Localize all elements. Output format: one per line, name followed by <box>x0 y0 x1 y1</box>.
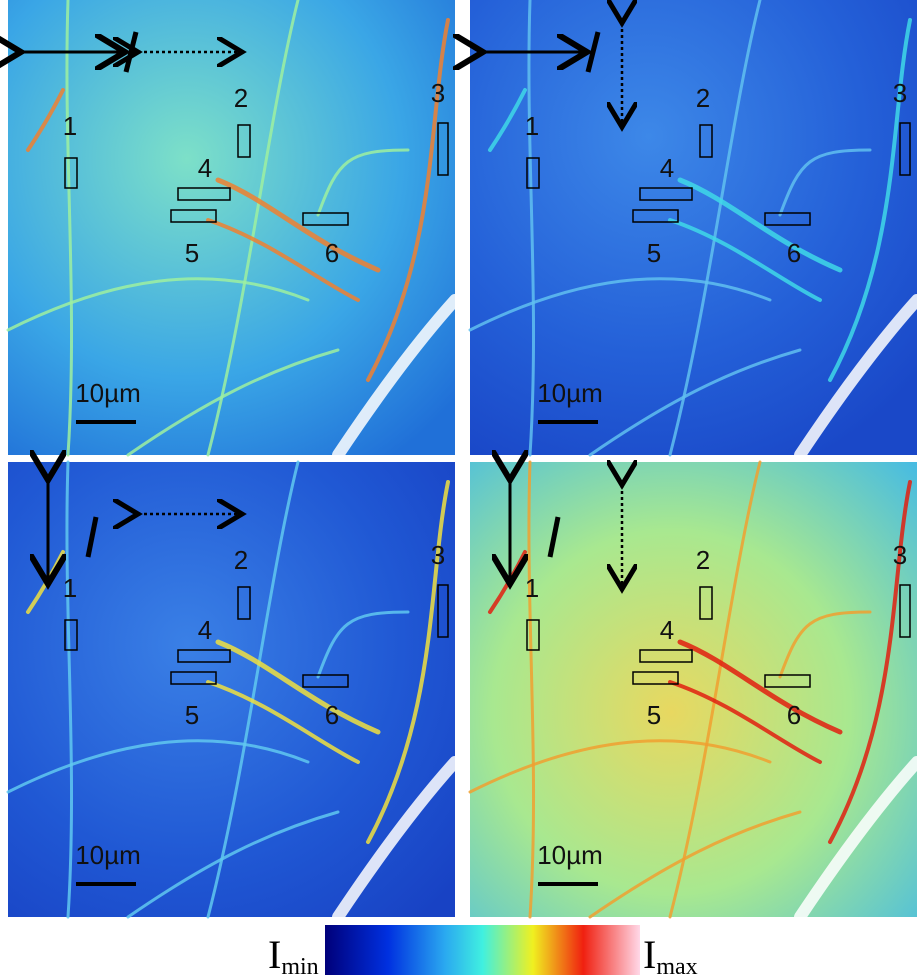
scale-bar-label: 10µm <box>75 840 141 870</box>
roi-label: 6 <box>787 700 801 730</box>
roi-label: 4 <box>198 615 212 645</box>
roi-label: 4 <box>660 615 674 645</box>
roi-label: 3 <box>893 78 907 108</box>
roi-label: 4 <box>660 153 674 183</box>
roi-label: 5 <box>647 238 661 268</box>
colorbar-min-label: Imin <box>268 932 319 979</box>
scale-bar-label: 10µm <box>537 378 603 408</box>
roi-label: 2 <box>234 545 248 575</box>
roi-label: 3 <box>431 78 445 108</box>
roi-label: 1 <box>525 111 539 141</box>
scale-bar-label: 10µm <box>537 840 603 870</box>
roi-label: 2 <box>696 83 710 113</box>
roi-label: 1 <box>63 573 77 603</box>
roi-label: 2 <box>696 545 710 575</box>
figure: Imin Imax 1 2 3 4 5 6 10µm 1 2 3 4 5 6 10µm 1 2 3 4 5 6 10µm… <box>0 0 917 979</box>
roi-label: 6 <box>325 700 339 730</box>
roi-label: 6 <box>787 238 801 268</box>
max-sub: max <box>656 954 697 979</box>
roi-label: 1 <box>63 111 77 141</box>
scale-bar-label: 10µm <box>75 378 141 408</box>
roi-label: 1 <box>525 573 539 603</box>
roi-label: 6 <box>325 238 339 268</box>
colorbar-max-label: Imax <box>643 932 698 979</box>
colorbar: Imin Imax <box>268 925 698 979</box>
min-sub: min <box>281 954 318 979</box>
roi-label: 5 <box>185 238 199 268</box>
min-main: I <box>268 932 281 977</box>
colorbar-gradient <box>325 925 640 975</box>
max-main: I <box>643 932 656 977</box>
roi-label: 3 <box>893 540 907 570</box>
panel: 1 2 3 4 5 6 10µm <box>8 0 455 455</box>
roi-label: 4 <box>198 153 212 183</box>
roi-label: 3 <box>431 540 445 570</box>
roi-label: 5 <box>647 700 661 730</box>
roi-label: 5 <box>185 700 199 730</box>
panel: 1 2 3 4 5 6 10µm <box>8 462 455 917</box>
roi-label: 2 <box>234 83 248 113</box>
panel: 1 2 3 4 5 6 10µm <box>470 0 917 455</box>
panel: 1 2 3 4 5 6 10µm <box>470 462 917 917</box>
